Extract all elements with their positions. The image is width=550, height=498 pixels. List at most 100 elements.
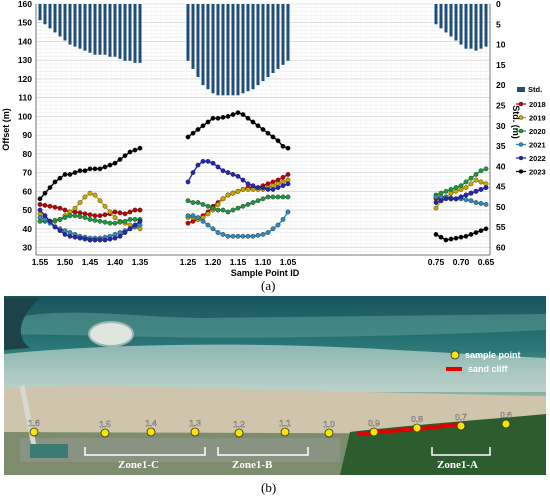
series-point-2023 — [117, 157, 123, 162]
series-point-2020 — [215, 207, 221, 213]
series-point-2020 — [240, 203, 246, 209]
series-point-2022 — [280, 183, 286, 189]
series-point-2022 — [275, 185, 281, 190]
series-point-2021 — [205, 222, 211, 228]
x-tick-label: 1.45 — [82, 257, 99, 267]
series-point-2022 — [458, 194, 464, 200]
std-bar — [38, 4, 42, 21]
series-point-2023 — [200, 123, 206, 129]
series-point-2023 — [280, 143, 286, 149]
x-tick-label: 1.20 — [205, 257, 222, 267]
series-point-2022 — [72, 234, 78, 240]
series-point-2020 — [463, 179, 469, 185]
sample-point-label: 0.8 — [411, 414, 423, 424]
series-point-2021 — [250, 233, 256, 239]
series-point-2019 — [87, 190, 93, 196]
series-point-2021 — [235, 233, 241, 239]
series-point-2020 — [443, 188, 449, 194]
series-point-2020 — [67, 213, 73, 219]
series-point-2021 — [190, 213, 196, 219]
series-point-2021 — [270, 226, 276, 232]
series-point-2022 — [87, 237, 93, 243]
x-tick-label: 0.75 — [428, 257, 445, 267]
sample-point-label: 1.6 — [28, 418, 40, 428]
series-point-2019 — [240, 187, 246, 192]
series-point-2020 — [102, 219, 108, 225]
y2-tick-label: 5 — [496, 19, 501, 29]
series-point-2023 — [37, 196, 43, 202]
series-point-2020 — [453, 185, 459, 190]
series-point-2023 — [57, 175, 63, 181]
std-bar — [231, 4, 235, 96]
std-bar — [201, 4, 205, 86]
y-tick-label: 90 — [23, 130, 33, 140]
series-2022 — [37, 158, 489, 243]
series-point-2020 — [265, 194, 271, 200]
std-bar — [266, 4, 270, 78]
series-point-2020 — [97, 218, 103, 224]
std-bar — [271, 4, 275, 73]
series-point-2021 — [220, 231, 226, 237]
series-point-2022 — [205, 158, 211, 164]
sample-point-label: 0.7 — [455, 412, 467, 422]
series-point-2020 — [260, 196, 266, 202]
series-point-2022 — [195, 162, 201, 168]
series-point-2022 — [122, 230, 128, 235]
series-point-2019 — [72, 205, 78, 211]
y2-tick-label: 55 — [496, 222, 506, 232]
series-point-2023 — [453, 235, 459, 241]
std-bar — [113, 4, 117, 57]
legend-label-std: Std. — [528, 85, 542, 94]
series-point-2023 — [112, 160, 118, 166]
std-bar — [276, 4, 280, 69]
series-point-2019 — [235, 188, 241, 194]
series-point-2022 — [210, 160, 216, 166]
std-bar — [251, 4, 255, 90]
std-bar — [474, 4, 478, 51]
std-bar — [444, 4, 448, 33]
series-point-2023 — [137, 145, 143, 151]
x-tick-label: 1.55 — [32, 257, 49, 267]
sample-point — [412, 423, 422, 433]
sample-point-label: 1.0 — [323, 419, 335, 429]
series-point-2018 — [92, 213, 98, 219]
series-point-2020 — [127, 217, 133, 222]
y2-tick-label: 50 — [496, 202, 506, 212]
series-point-2023 — [82, 168, 88, 174]
series-point-2020 — [112, 220, 118, 226]
legend-marker-2022 — [518, 155, 524, 161]
series-point-2021 — [185, 213, 191, 219]
series-point-2023 — [245, 115, 251, 121]
legend-label-2021: 2021 — [529, 141, 546, 150]
series-point-2022 — [473, 188, 479, 194]
series-point-2018 — [137, 207, 143, 213]
chart-legend: Std. 2018 2019 2020 2021 2022 2023 — [516, 85, 546, 177]
series-point-2023 — [67, 172, 73, 177]
std-bar — [211, 4, 215, 94]
series-point-2020 — [190, 200, 196, 205]
series-point-2023 — [473, 230, 479, 235]
series-point-2022 — [285, 181, 291, 187]
series-point-2021 — [245, 233, 251, 239]
legend-label-2019: 2019 — [529, 114, 546, 123]
series-point-2022 — [185, 179, 191, 185]
series-point-2022 — [220, 168, 226, 174]
sample-point-label: 0.6 — [500, 410, 512, 420]
series-point-2023 — [265, 130, 271, 136]
x-tick-label: 0.65 — [478, 257, 495, 267]
series-point-2023 — [468, 231, 474, 237]
series-point-2018 — [285, 172, 291, 177]
series-point-2019 — [107, 209, 113, 215]
series-point-2019 — [82, 194, 88, 200]
series-point-2022 — [433, 200, 439, 205]
jetty — [19, 385, 37, 447]
zone-label: Zone1-C — [118, 459, 159, 471]
series-point-2018 — [117, 210, 123, 216]
series-point-2022 — [483, 185, 489, 190]
std-bar — [191, 4, 195, 69]
series-point-2020 — [200, 202, 206, 207]
series-point-2018 — [280, 174, 286, 180]
series-point-2022 — [77, 235, 83, 241]
std-bar — [216, 4, 220, 96]
series-point-2018 — [62, 207, 68, 213]
